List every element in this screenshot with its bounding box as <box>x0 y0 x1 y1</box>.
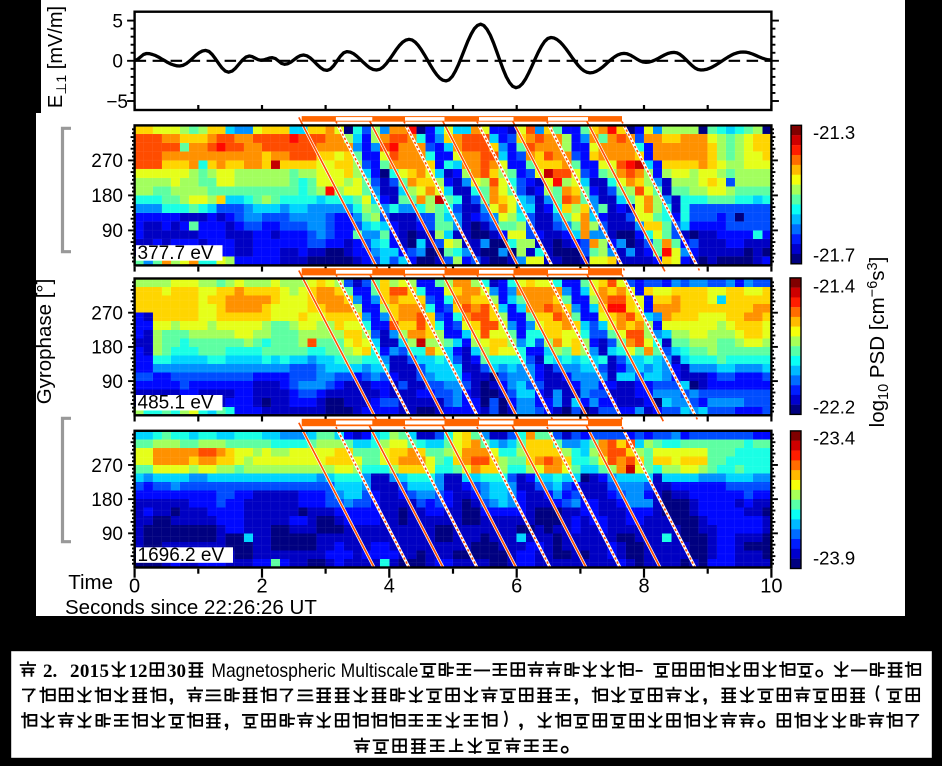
svg-text:-21.3: -21.3 <box>813 122 855 143</box>
svg-text:4: 4 <box>384 576 395 598</box>
svg-text:Gyrophase [°]: Gyrophase [°] <box>33 279 56 405</box>
svg-text:-22.2: -22.2 <box>813 397 855 418</box>
svg-text:5: 5 <box>112 12 123 33</box>
svg-text:270: 270 <box>91 456 123 477</box>
svg-text:-21.7: -21.7 <box>813 245 855 266</box>
svg-text:377.7 eV: 377.7 eV <box>138 243 214 264</box>
svg-text:6: 6 <box>511 576 522 598</box>
svg-text:Time: Time <box>68 571 113 594</box>
svg-text:180: 180 <box>91 490 123 511</box>
svg-text:0: 0 <box>112 52 123 73</box>
svg-text:8: 8 <box>638 576 649 598</box>
svg-text:Magnetospheric Multiscale: Magnetospheric Multiscale <box>211 660 418 682</box>
svg-text:Seconds since 22:26:26 UT: Seconds since 22:26:26 UT <box>65 596 317 619</box>
svg-text:0: 0 <box>129 576 140 598</box>
svg-text:-23.4: -23.4 <box>813 427 855 448</box>
svg-text:90: 90 <box>102 372 123 393</box>
svg-text:90: 90 <box>102 221 123 242</box>
svg-text:10: 10 <box>760 576 782 598</box>
svg-text:12: 12 <box>129 661 148 682</box>
svg-text:-21.4: -21.4 <box>813 275 855 296</box>
svg-text:180: 180 <box>91 338 123 359</box>
svg-text:485.1 eV: 485.1 eV <box>138 393 214 414</box>
svg-text:2015: 2015 <box>70 661 109 682</box>
svg-text:2.: 2. <box>43 661 57 682</box>
svg-text:180: 180 <box>91 186 123 207</box>
svg-text:-23.9: -23.9 <box>813 548 855 569</box>
svg-text:1696.2 eV: 1696.2 eV <box>138 545 225 566</box>
svg-text:270: 270 <box>91 304 123 325</box>
svg-text:30: 30 <box>167 661 186 682</box>
svg-text:2: 2 <box>256 576 267 598</box>
svg-text:270: 270 <box>91 151 123 172</box>
svg-text:−5: −5 <box>106 92 128 113</box>
svg-text:90: 90 <box>102 524 123 545</box>
